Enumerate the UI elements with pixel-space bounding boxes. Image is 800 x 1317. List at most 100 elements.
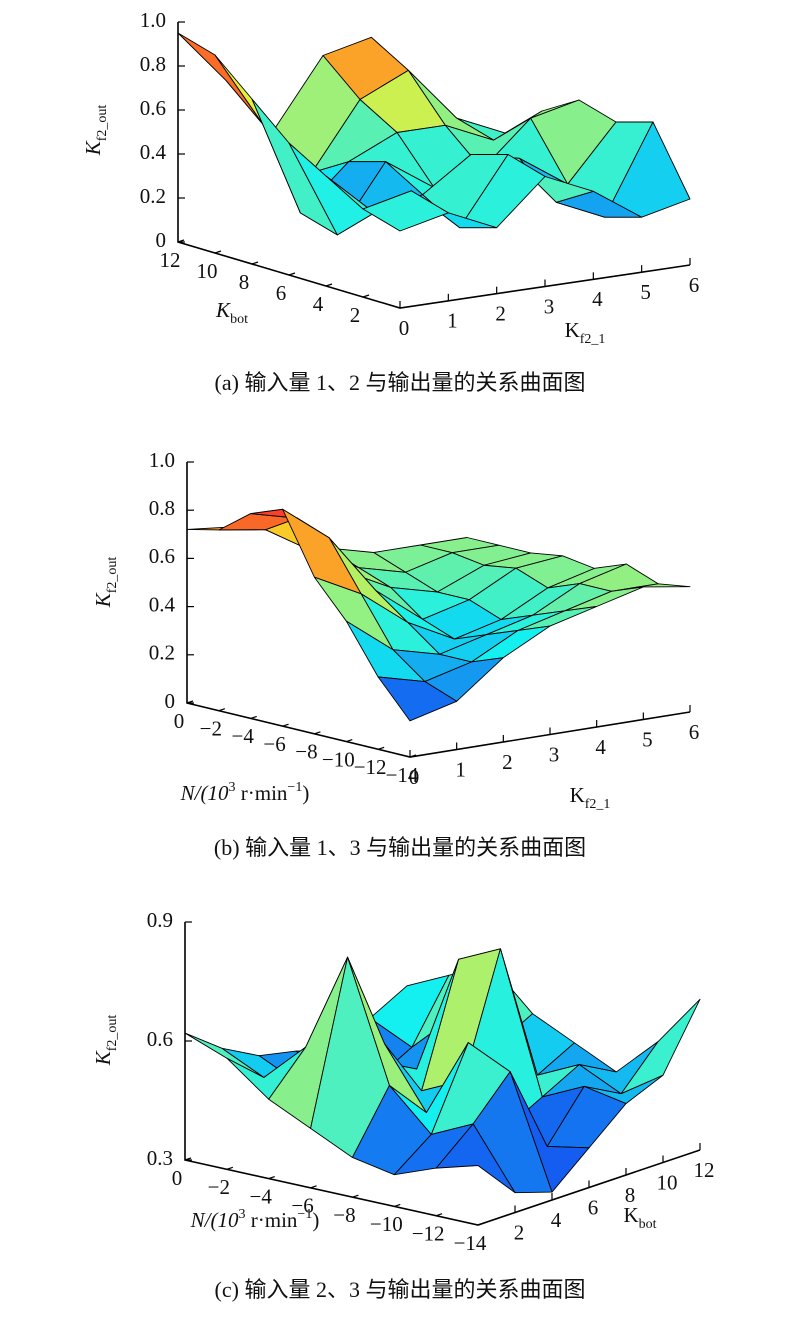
- axis-label-part: K: [570, 783, 585, 807]
- surface-patch: [377, 676, 458, 722]
- x-tick-label: 0: [399, 316, 410, 340]
- axis-label-part: N/(10: [180, 781, 229, 805]
- y-tick-label: 0: [174, 709, 185, 733]
- y-tick-label: −10: [370, 1212, 403, 1236]
- z-tick-label: 0: [156, 228, 167, 252]
- axis-label-part: ): [312, 1208, 319, 1232]
- y-tick-label: −4: [232, 724, 255, 748]
- y-tick-label: −6: [291, 1194, 313, 1218]
- x-tick-label: 8: [625, 1183, 636, 1207]
- x-tick-label: 10: [657, 1170, 678, 1194]
- axis-label: Kf2_out: [91, 1015, 120, 1067]
- y-tick: [251, 261, 259, 265]
- y-tick-label: 2: [350, 303, 361, 327]
- y-tick-label: 6: [276, 281, 287, 305]
- axis-label-part: bot: [230, 312, 248, 327]
- y-tick-label: 8: [239, 270, 250, 294]
- axis-label-part: N/(10: [190, 1208, 239, 1232]
- y-tick: [250, 715, 257, 719]
- axis-label: N/(103 r·min−1): [180, 780, 310, 805]
- y-tick-label: −12: [354, 755, 387, 779]
- caption: (c) 输入量 2、3 与输出量的关系曲面图: [215, 1277, 586, 1302]
- axis-label-part: K: [91, 1050, 115, 1066]
- z-tick-label: 0.4: [149, 592, 176, 616]
- x-tick-label: 4: [592, 287, 603, 311]
- x-tick-label: 1: [447, 309, 458, 333]
- z-tick-label: 0.8: [140, 52, 166, 76]
- axis-label-part: K: [91, 592, 115, 608]
- y-tick-label: 10: [197, 259, 218, 283]
- y-tick: [409, 754, 417, 758]
- z-tick-label: 0.4: [140, 140, 167, 164]
- axis-label: Kf2_1: [565, 318, 606, 347]
- y-tick-label: 4: [313, 292, 324, 316]
- axis-label-part: K: [215, 298, 231, 322]
- z-tick-label: 0.9: [147, 908, 173, 932]
- z-tick-label: 0: [165, 689, 176, 713]
- axis-label: Kf2_out: [81, 105, 110, 157]
- z-tick-label: 0.8: [149, 496, 175, 520]
- axis-label-part: f2_1: [585, 797, 611, 812]
- x-tick-label: 6: [689, 720, 700, 744]
- axis-label-part: −1: [297, 1207, 312, 1222]
- z-tick-label: 0.2: [140, 184, 166, 208]
- y-tick-label: −4: [250, 1184, 273, 1208]
- axis-label-part: ): [302, 781, 309, 805]
- y-tick: [377, 746, 385, 750]
- y-tick: [288, 272, 296, 276]
- y-tick: [218, 708, 226, 712]
- axis-label: N/(103 r·min−1): [190, 1207, 320, 1232]
- caption: (b) 输入量 1、3 与输出量的关系曲面图: [214, 835, 586, 860]
- axis-label-part: −1: [287, 780, 302, 795]
- x-tick-label: 12: [694, 1158, 715, 1182]
- axis-label-part: K: [565, 318, 580, 342]
- x-tick-label: 0: [409, 765, 420, 789]
- axis-label-part: 3: [239, 1207, 246, 1222]
- surface-patch: [362, 190, 449, 232]
- axis-label: Kf2_out: [91, 557, 120, 609]
- z-tick-label: 1.0: [149, 448, 175, 472]
- axis-label: Kbot: [623, 1203, 656, 1232]
- z-tick-label: 1.0: [140, 8, 166, 32]
- surface-patch: [620, 998, 701, 1095]
- axis-label-part: r·min: [236, 781, 288, 805]
- x-tick-label: 6: [689, 273, 700, 297]
- axis-label-part: r·min: [246, 1208, 298, 1232]
- axis-label-part: f2_out: [95, 105, 110, 142]
- axis-label-part: 3: [229, 780, 236, 795]
- axis-label-part: f2_out: [105, 1015, 120, 1052]
- axis-label-part: f2_out: [105, 557, 120, 594]
- y-tick-label: −2: [200, 717, 222, 741]
- z-tick-label: 0.6: [147, 1027, 173, 1051]
- y-tick-label: −12: [412, 1222, 445, 1246]
- axis-label: Kf2_1: [570, 783, 611, 812]
- x-tick-label: 2: [514, 1220, 525, 1244]
- z-tick-label: 0.3: [147, 1146, 173, 1170]
- axis-label: Kbot: [215, 298, 248, 327]
- y-tick: [282, 723, 289, 727]
- y-tick-label: −6: [263, 732, 285, 756]
- y-tick: [268, 1176, 275, 1180]
- y-tick: [214, 250, 222, 254]
- x-tick-label: 2: [502, 750, 513, 774]
- surface-patch: [435, 1123, 516, 1194]
- y-tick: [477, 1222, 485, 1226]
- y-tick: [362, 294, 370, 298]
- y-tick-label: −14: [386, 763, 419, 787]
- x-tick-label: 5: [642, 727, 653, 751]
- y-tick-label: 0: [172, 1166, 183, 1190]
- x-tick-label: 2: [495, 301, 506, 325]
- z-tick-label: 0.2: [149, 641, 175, 665]
- x-tick-label: 1: [455, 757, 466, 781]
- axis-label-part: f2_1: [580, 332, 606, 347]
- y-tick-label: 12: [160, 248, 181, 272]
- y-tick: [310, 1185, 317, 1189]
- axis-label-part: K: [623, 1203, 638, 1227]
- z-tick-label: 0.6: [149, 544, 175, 568]
- x-tick-label: 3: [549, 742, 560, 766]
- axis-label-part: K: [81, 140, 105, 156]
- x-tick-label: 4: [595, 735, 606, 759]
- y-tick: [352, 1194, 359, 1198]
- y-tick: [435, 1213, 443, 1217]
